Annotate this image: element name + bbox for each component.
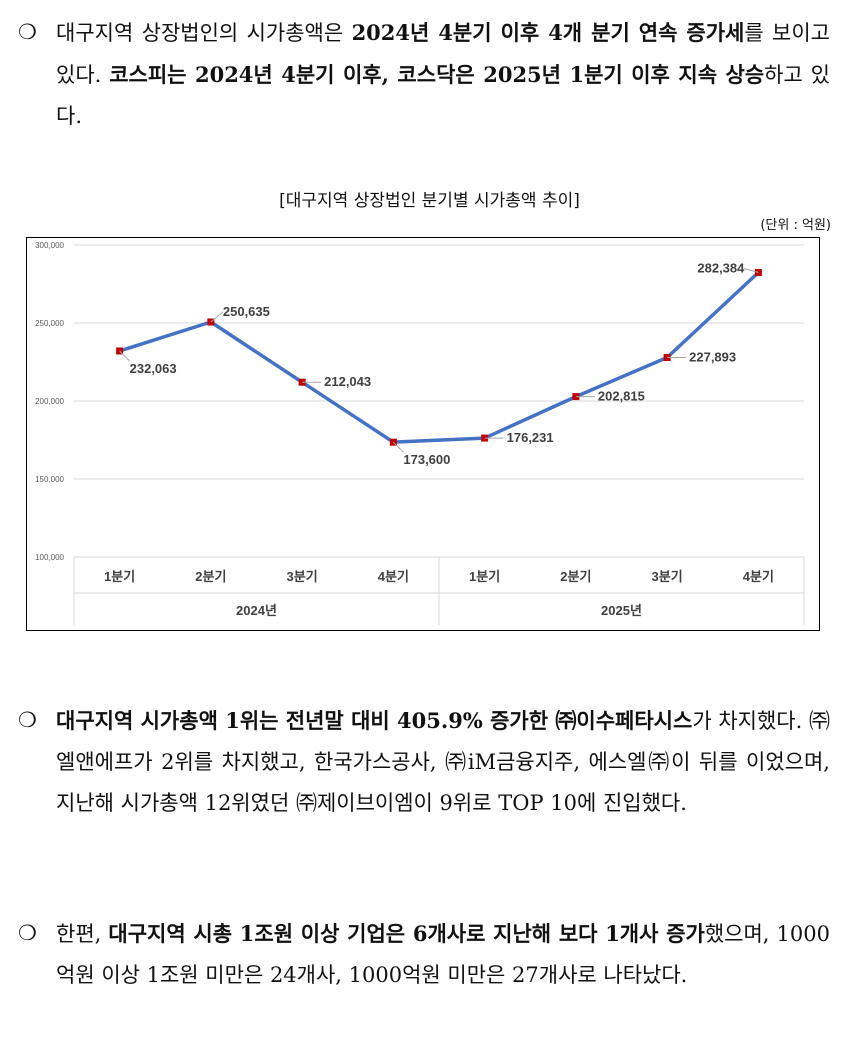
- bullet-icon: ❍: [18, 20, 37, 44]
- body-text: 를 보이고 있다.: [56, 21, 830, 87]
- category-label: 1분기: [104, 569, 135, 584]
- unit-label: (단위 : 억원): [760, 218, 831, 233]
- bullet-icon: ❍: [18, 921, 37, 945]
- category-label: 2분기: [560, 569, 591, 584]
- bold-text: 2024년 4분기 이후 4개 분기 연속 증가세: [351, 20, 745, 45]
- body-text: 한편,: [56, 922, 109, 946]
- data-label-leader: [119, 350, 130, 362]
- body-text: 가 차지했다. ㈜엘앤에프가 2위를 차지했고, 한국가스공사, ㈜iM금융지주…: [56, 709, 830, 815]
- paragraph-2: ❍ 대구지역 시가총액 1위는 전년말 대비 405.9% 증가한 ㈜이수페타시…: [18, 700, 830, 824]
- data-label: 173,600: [403, 452, 450, 467]
- y-tick-label: 200,000: [35, 397, 64, 406]
- chart-title: [대구지역 상장법인 분기별 시가총액 추이]: [279, 191, 580, 211]
- data-label-leader: [393, 441, 404, 453]
- body-text: 했으며, 1000억원 이상 1조원 미만은 24개사, 1000억원 미만은 …: [56, 922, 830, 987]
- y-tick-label: 100,000: [35, 553, 64, 562]
- bold-text: 코스피는 2024년 4분기 이후, 코스닥은 2025년 1분기 이후 지속 …: [109, 62, 765, 87]
- data-label: 232,063: [130, 361, 177, 376]
- y-tick-label: 300,000: [35, 241, 64, 250]
- category-label: 3분기: [287, 569, 318, 584]
- data-label-leader: [210, 311, 224, 323]
- category-label: 2분기: [195, 569, 226, 584]
- y-tick-label: 150,000: [35, 475, 64, 484]
- data-label: 227,893: [689, 349, 736, 364]
- chart-border: [26, 237, 820, 631]
- bold-text: 대구지역 시가총액 1위는 전년말 대비 405.9% 증가한 ㈜이수페타시스: [56, 708, 693, 733]
- data-label-leader: [744, 268, 759, 273]
- data-label: 202,815: [598, 389, 645, 404]
- group-label: 2024년: [236, 603, 277, 618]
- category-label: 4분기: [378, 569, 409, 584]
- paragraph-3-text: 한편, 대구지역 시총 1조원 이상 기업은 6개사로 지난해 보다 1개사 증…: [56, 913, 830, 996]
- body-text: 하고 있다.: [56, 63, 830, 128]
- category-label: 4분기: [743, 569, 774, 584]
- bullet-icon: ❍: [18, 708, 37, 732]
- market-cap-line-chart: 100,000 150,000 200,000 250,000 300,000 2024년…: [26, 237, 820, 631]
- bold-text: 대구지역 시총 1조원 이상 기업은 6개사로 지난해 보다 1개사 증가: [108, 921, 705, 946]
- y-tick-label: 250,000: [35, 319, 64, 328]
- paragraph-2-text: 대구지역 시가총액 1위는 전년말 대비 405.9% 증가한 ㈜이수페타시스가…: [56, 700, 830, 824]
- data-label: 176,231: [507, 430, 554, 445]
- data-label: 212,043: [324, 374, 371, 389]
- series-line: [119, 271, 760, 444]
- paragraph-1: ❍ 대구지역 상장법인의 시가총액은 2024년 4분기 이후 4개 분기 연속…: [18, 12, 830, 137]
- paragraph-3: ❍ 한편, 대구지역 시총 1조원 이상 기업은 6개사로 지난해 보다 1개사…: [18, 913, 830, 996]
- category-label: 3분기: [652, 569, 683, 584]
- data-label: 250,635: [223, 304, 270, 319]
- category-label: 1분기: [469, 569, 500, 584]
- body-text: 대구지역 상장법인의 시가총액은: [56, 21, 352, 45]
- group-label: 2025년: [601, 603, 642, 618]
- data-label: 282,384: [697, 260, 745, 275]
- paragraph-1-text: 대구지역 상장법인의 시가총액은 2024년 4분기 이후 4개 분기 연속 증…: [56, 12, 830, 137]
